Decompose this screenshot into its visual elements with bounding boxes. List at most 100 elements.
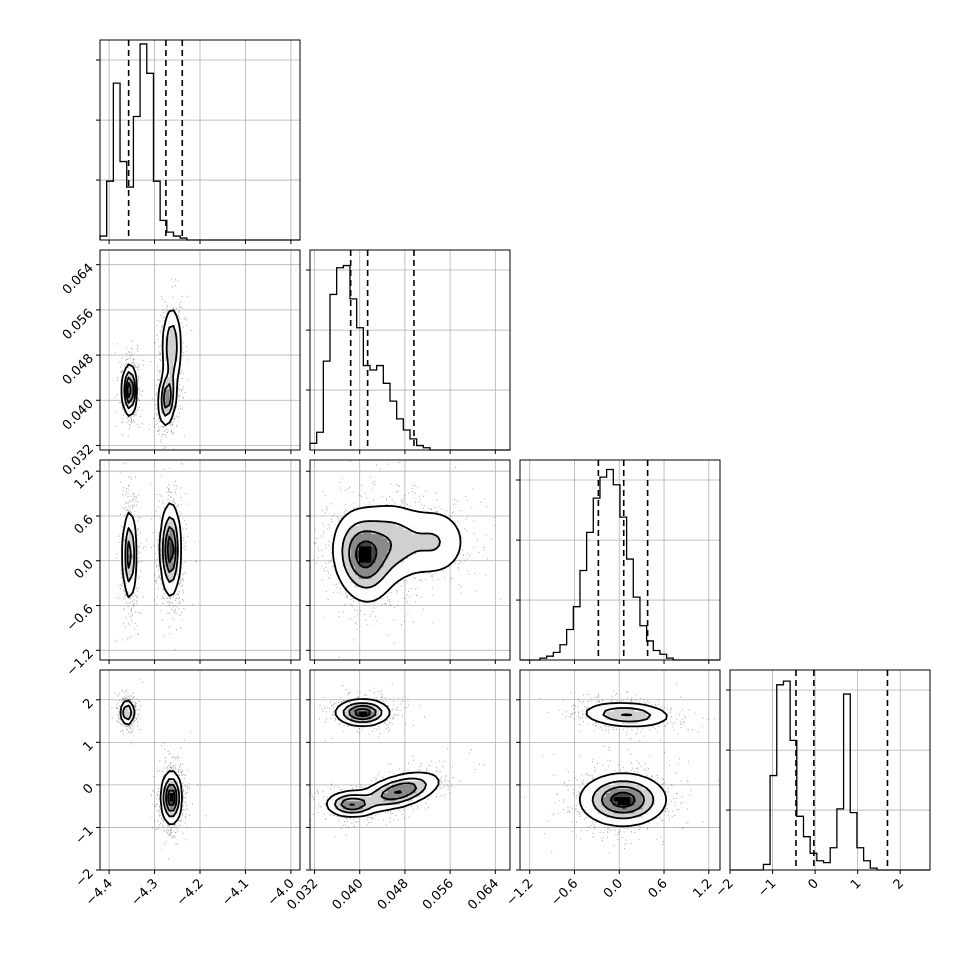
density-cell (403, 517, 409, 522)
density-cell (375, 557, 380, 563)
density-cell (634, 723, 639, 728)
density-cell (354, 812, 360, 818)
density-cell (379, 513, 385, 518)
density-cell (161, 376, 166, 382)
pair-panel-2 (306, 459, 511, 664)
pair-panel-1: −1.2−0.60.00.61.2 (64, 459, 301, 679)
density-cell (169, 557, 175, 563)
panel-frame (309, 459, 511, 661)
density-cell (395, 566, 401, 571)
density-cell (165, 508, 170, 514)
density-cell (416, 545, 421, 551)
density-cell (605, 792, 611, 798)
density-cell (330, 808, 336, 814)
density-cell (358, 590, 364, 596)
density-cell (169, 376, 175, 382)
density-cell (128, 521, 134, 526)
density-cell (387, 800, 393, 806)
density-cell (626, 804, 631, 810)
y-tick-label: 0.040 (60, 397, 97, 434)
density-cell (165, 808, 170, 814)
density-cell (585, 792, 590, 798)
density-cell (403, 566, 409, 571)
density-cell (375, 513, 380, 518)
density-cell (630, 804, 635, 810)
density-cell (420, 566, 425, 571)
density-cell (432, 537, 438, 543)
density-cell (165, 388, 170, 394)
density-cell (161, 808, 166, 814)
pair-panel-content (114, 462, 197, 651)
density-cell (597, 706, 603, 712)
density-cell (403, 570, 409, 575)
density-cell (173, 816, 179, 822)
density-cell (399, 570, 405, 575)
density-cell (432, 517, 438, 522)
density-cell (581, 792, 586, 798)
density-cell (165, 525, 170, 530)
density-cell (407, 772, 413, 777)
density-cell (165, 401, 170, 406)
density-cell (387, 574, 393, 579)
density-cell (634, 784, 639, 789)
density-cell (456, 541, 462, 547)
density-cell (371, 718, 376, 724)
density-cell (334, 557, 340, 563)
density-cell (124, 718, 130, 724)
density-cell (375, 718, 380, 724)
density-cell (601, 706, 607, 712)
density-cell (338, 521, 344, 526)
density-cell (383, 574, 389, 579)
density-cell (642, 710, 648, 716)
density-cell (432, 566, 438, 571)
density-cell (658, 710, 664, 716)
density-cell (407, 537, 413, 543)
density-cell (440, 557, 446, 563)
density-cell (375, 566, 380, 571)
density-cell (354, 800, 360, 806)
density-cell (165, 533, 170, 539)
density-cell (132, 541, 138, 547)
density-cell (371, 562, 376, 567)
density-cell (399, 549, 405, 555)
density-cell (132, 376, 138, 382)
density-cell (169, 772, 175, 777)
density-cell (444, 533, 450, 539)
density-cell (354, 578, 360, 584)
density-cell (605, 776, 611, 781)
density-cell (169, 396, 175, 402)
contour-line (349, 708, 402, 806)
density-cell (399, 553, 405, 559)
density-cell (646, 796, 652, 802)
x-tick-label: 1.2 (690, 876, 715, 901)
density-cell (169, 582, 175, 588)
density-cell (617, 776, 623, 781)
density-cell (379, 504, 385, 510)
density-cell (169, 545, 175, 551)
density-cell (342, 800, 348, 806)
density-cell (654, 792, 660, 798)
density-cell (416, 525, 421, 530)
density-cell (654, 784, 660, 789)
density-cell (124, 710, 130, 716)
density-cell (412, 545, 417, 551)
density-cell (342, 702, 348, 708)
contour-line (578, 702, 668, 828)
density-cell (391, 513, 397, 518)
density-cell (613, 702, 619, 708)
density-cell (161, 405, 166, 410)
density-cell (354, 710, 360, 716)
density-cell (379, 508, 385, 514)
density-cell (354, 513, 360, 518)
density-cell (358, 525, 364, 530)
density-cell (399, 800, 405, 806)
density-cell (428, 521, 434, 526)
density-cell (338, 553, 344, 559)
density-cell (375, 517, 380, 522)
density-cell (424, 776, 429, 781)
density-cell (589, 788, 595, 794)
density-cell (403, 788, 409, 794)
density-cell (416, 566, 421, 571)
density-cell (395, 792, 401, 798)
density-cell (354, 698, 360, 704)
